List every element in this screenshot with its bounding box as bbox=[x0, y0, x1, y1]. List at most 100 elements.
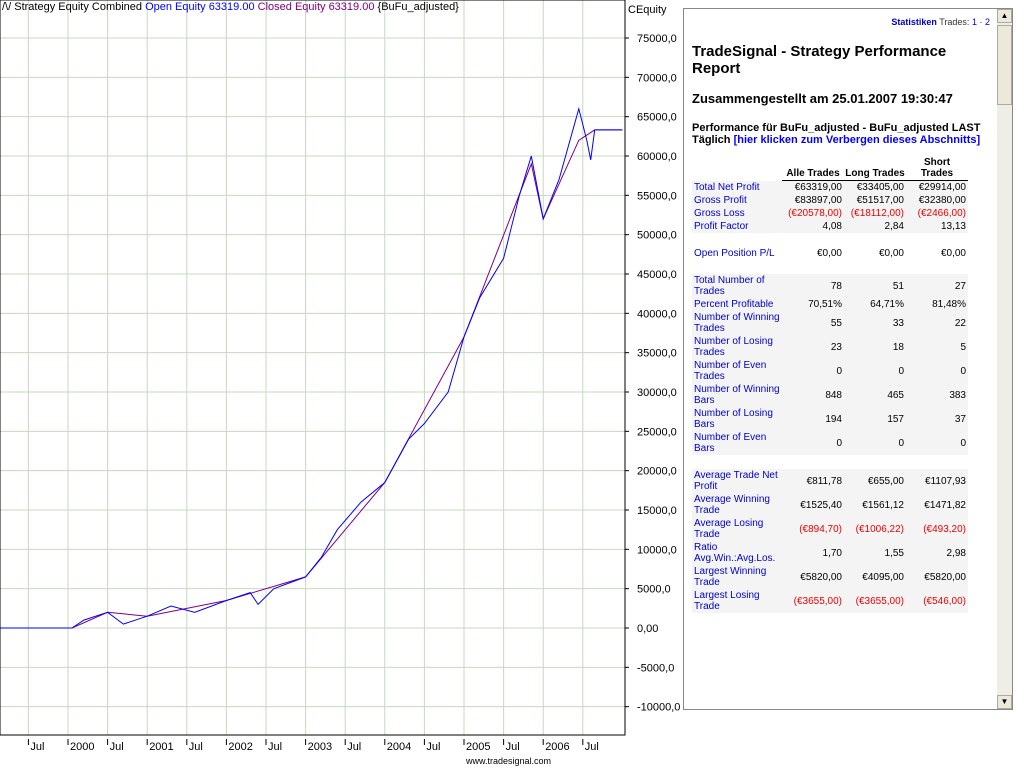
open-equity-label: Open Equity 63319.00 bbox=[145, 1, 255, 13]
y-tick-label: 45000,0 bbox=[637, 269, 677, 281]
report-title: TradeSignal - Strategy Performance Repor… bbox=[692, 43, 947, 77]
y-tick-label: 20000,0 bbox=[637, 466, 677, 478]
row-value: €5820,00 bbox=[782, 565, 844, 589]
row-value: 27 bbox=[906, 274, 968, 298]
row-value: (€3655,00) bbox=[844, 589, 906, 613]
trades-page-2[interactable]: 2 bbox=[984, 17, 990, 27]
row-value: €5820,00 bbox=[906, 565, 968, 589]
stats-row: Gross Loss (€20578,00) (€18112,00) (€2466,0… bbox=[692, 207, 968, 220]
x-tick-label: Jul bbox=[426, 741, 440, 753]
row-value: €1107,93 bbox=[906, 469, 968, 493]
row-value: €0,00 bbox=[878, 248, 904, 259]
stats-row: Number of Losing Bars 194 157 37 bbox=[692, 407, 968, 431]
stats-row: Largest Winning Trade €5820,00 €4095,00 €58… bbox=[692, 565, 968, 589]
row-label: Gross Loss bbox=[692, 207, 782, 220]
equity-chart[interactable]: /\/ Strategy Equity Combined Open Equity… bbox=[0, 0, 680, 768]
row-value: €33405,00 bbox=[844, 180, 906, 194]
row-value: €1525,40 bbox=[782, 493, 844, 517]
chart-title: Strategy Equity Combined bbox=[14, 1, 143, 13]
tab-statistiken[interactable]: Statistiken bbox=[891, 17, 937, 27]
row-value: 33 bbox=[844, 311, 906, 335]
row-label: Profit Factor bbox=[692, 220, 782, 233]
row-label: Largest Losing Trade bbox=[692, 589, 782, 613]
row-value: €29914,00 bbox=[906, 180, 968, 194]
x-tick-label: Jul bbox=[110, 741, 124, 753]
row-value: 0 bbox=[782, 359, 844, 383]
row-label: Percent Profitable bbox=[692, 298, 782, 311]
stats-row: Profit Factor 4,08 2,84 13,13 bbox=[692, 220, 968, 233]
series-open-equity bbox=[0, 106, 623, 629]
stats-row: Number of Losing Trades 23 18 5 bbox=[692, 335, 968, 359]
y-tick-label: 70000,0 bbox=[637, 72, 677, 84]
row-value: 81,48% bbox=[906, 298, 968, 311]
row-value: 78 bbox=[782, 274, 844, 298]
x-tick-label: Jul bbox=[189, 741, 203, 753]
scroll-thumb[interactable] bbox=[997, 25, 1012, 105]
y-tick-label: 40000,0 bbox=[637, 308, 677, 320]
row-label: Number of Even Bars bbox=[692, 431, 782, 455]
row-value: €0,00 bbox=[940, 248, 966, 259]
report-scrollbar[interactable]: ▲ ▼ bbox=[997, 8, 1013, 710]
row-value: 157 bbox=[844, 407, 906, 431]
row-value: 0 bbox=[906, 359, 968, 383]
row-value: (€493,20) bbox=[906, 517, 968, 541]
row-value: €1471,82 bbox=[906, 493, 968, 517]
row-value: 4,08 bbox=[782, 220, 844, 233]
row-value: €83897,00 bbox=[782, 194, 844, 207]
row-value: €811,78 bbox=[782, 469, 844, 493]
row-label: Total Net Profit bbox=[692, 180, 782, 194]
x-tick-label: Jul bbox=[347, 741, 361, 753]
row-value: 51 bbox=[844, 274, 906, 298]
chart-canvas: 75000,0 70000,0 65000,0 60000,0 55000,0 50000… bbox=[0, 0, 680, 766]
row-value: 70,51% bbox=[782, 298, 844, 311]
y-tick-label: 5000,0 bbox=[637, 584, 671, 596]
row-label: Total Number of Trades bbox=[692, 274, 782, 298]
row-label: Open Position P/L bbox=[694, 248, 775, 259]
y-tick-label: 10000,0 bbox=[637, 544, 677, 556]
y-tick-label: -5000,0 bbox=[637, 662, 674, 674]
row-label: Number of Losing Trades bbox=[692, 335, 782, 359]
row-label: Number of Losing Bars bbox=[692, 407, 782, 431]
scroll-down-icon[interactable]: ▼ bbox=[997, 695, 1012, 709]
report-panel: Statistiken Trades: 1 · 2 TradeSignal - … bbox=[683, 8, 999, 710]
row-label: Number of Even Trades bbox=[692, 359, 782, 383]
row-value: 0 bbox=[782, 431, 844, 455]
row-value: €1561,12 bbox=[844, 493, 906, 517]
sep: · bbox=[979, 17, 983, 27]
stats-row: Open Position P/L €0,00 €0,00 €0,00 bbox=[692, 247, 968, 260]
scroll-up-icon[interactable]: ▲ bbox=[997, 9, 1012, 23]
row-value: (€2466,00) bbox=[906, 207, 968, 220]
row-label: Average Trade Net Profit bbox=[692, 469, 782, 493]
y-tick-label: 65000,0 bbox=[637, 112, 677, 124]
y-tick-label: 15000,0 bbox=[637, 505, 677, 517]
row-value: €655,00 bbox=[844, 469, 906, 493]
y-tick-label: 25000,0 bbox=[637, 426, 677, 438]
row-value: 5 bbox=[906, 335, 968, 359]
y-tick-label: -10000,0 bbox=[637, 702, 680, 714]
stats-row: Number of Even Trades 0 0 0 bbox=[692, 359, 968, 383]
y-tick-label: 55000,0 bbox=[637, 190, 677, 202]
row-label: Average Winning Trade bbox=[692, 493, 782, 517]
report-nav: Statistiken Trades: 1 · 2 bbox=[692, 17, 990, 27]
row-value: 0 bbox=[906, 431, 968, 455]
chart-type-icon: /\/ bbox=[2, 1, 15, 13]
row-label: Number of Winning Trades bbox=[692, 311, 782, 335]
row-value: 383 bbox=[906, 383, 968, 407]
stats-row: Largest Losing Trade (€3655,00) (€3655,00)… bbox=[692, 589, 968, 613]
row-value: €0,00 bbox=[816, 248, 842, 259]
row-value: 0 bbox=[844, 431, 906, 455]
stats-row: Average Winning Trade €1525,40 €1561,12 €14… bbox=[692, 493, 968, 517]
row-value: 13,13 bbox=[906, 220, 968, 233]
row-value: (€894,70) bbox=[782, 517, 844, 541]
y-tick-label: 0,00 bbox=[637, 623, 658, 635]
closed-equity-label: Closed Equity 63319.00 bbox=[257, 1, 375, 13]
row-value: €4095,00 bbox=[844, 565, 906, 589]
plot-border bbox=[0, 0, 626, 736]
x-tick-label: Jul bbox=[268, 741, 282, 753]
trades-page-1[interactable]: 1 bbox=[971, 17, 977, 27]
row-value: 23 bbox=[782, 335, 844, 359]
hide-section-link[interactable]: [hier klicken zum Verbergen dieses Absch… bbox=[733, 134, 981, 146]
stats-row: Percent Profitable 70,51% 64,71% 81,48% bbox=[692, 298, 968, 311]
chart-legend: /\/ Strategy Equity Combined Open Equity… bbox=[2, 1, 459, 13]
row-label: Ratio Avg.Win.:Avg.Los. bbox=[692, 541, 782, 565]
